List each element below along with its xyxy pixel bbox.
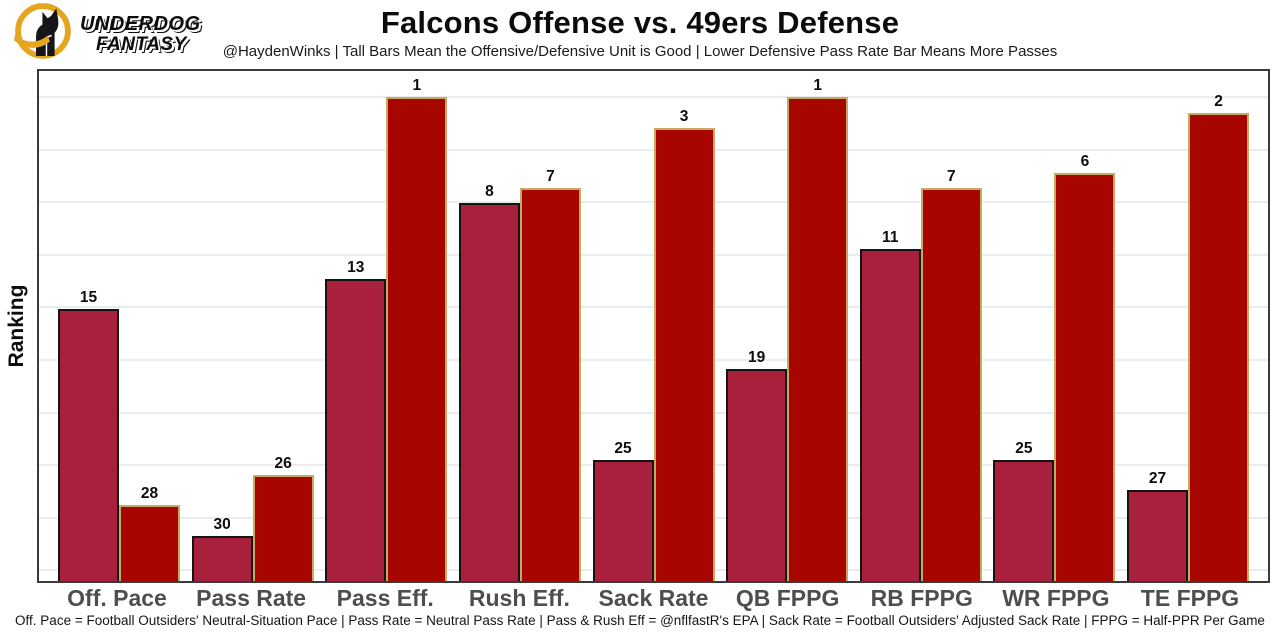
bar-group-off-pace: 15 28: [58, 71, 180, 581]
defense-bar-value-pass-rate: 26: [274, 455, 292, 473]
x-axis-tick-labels: Off. Pace Pass Rate Pass Eff. Rush Eff. Sack…: [37, 585, 1270, 612]
offense-bar-value-qb-fppg: 19: [748, 349, 766, 367]
defense-bar-pass-rate: 26: [252, 455, 314, 581]
underdog-fantasy-logo: UNDERDOG FANTASY: [14, 2, 201, 60]
offense-bar-sack-rate: 25: [592, 440, 654, 581]
defense-bar-wr-fppg: 6: [1054, 153, 1116, 581]
defense-bar-off-pace: 28: [119, 485, 180, 581]
defense-bar-value-te-fppg: 2: [1214, 92, 1223, 110]
offense-bar-value-te-fppg: 27: [1148, 470, 1167, 488]
underdog-dog-icon: [14, 3, 71, 59]
bar-group-qb-fppg: 19 1: [726, 71, 849, 581]
bar-group-rb-fppg: 11 7: [859, 71, 982, 581]
offense-bar-value-pass-eff: 13: [347, 258, 365, 276]
defense-bar-pass-eff: 1: [386, 77, 448, 581]
defense-bar-value-rb-fppg: 7: [946, 168, 956, 186]
y-axis-label: Ranking: [5, 284, 28, 368]
x-tick-sack-rate: Sack Rate: [598, 585, 709, 611]
offense-bar-value-sack-rate: 25: [614, 440, 632, 458]
defense-bar-rush-eff: 7: [519, 168, 581, 581]
defense-bar-te-fppg: 2: [1188, 93, 1249, 581]
offense-bar-qb-fppg: 19: [726, 349, 788, 581]
x-tick-qb-fppg: QB FPPG: [735, 585, 840, 611]
chart-title: Falcons Offense vs. 49ers Defense: [380, 5, 900, 40]
bar-group-wr-fppg: 25 6: [993, 71, 1116, 581]
offense-bar-off-pace: 15: [58, 289, 119, 581]
offense-bar-pass-eff: 13: [325, 259, 387, 581]
defense-bar-value-wr-fppg: 6: [1080, 153, 1090, 170]
offense-bar-value-wr-fppg: 25: [1015, 440, 1033, 458]
bar-group-sack-rate: 25 3: [592, 71, 715, 581]
x-tick-rb-fppg: RB FPPG: [870, 585, 973, 611]
offense-bar-rb-fppg: 11: [859, 229, 921, 581]
x-tick-rush-eff: Rush Eff.: [468, 585, 570, 611]
defense-bar-value-off-pace: 28: [140, 485, 159, 503]
bar-series-container: 15 28 30 26 13 1 8 7 25 3 19 1 11 7 25 6 27 2: [39, 71, 1268, 581]
bar-group-te-fppg: 27 2: [1127, 71, 1249, 581]
offense-bar-rush-eff: 8: [458, 183, 520, 581]
brand-line-2: FANTASY: [96, 33, 187, 55]
bar-group-pass-rate: 30 26: [191, 71, 314, 581]
x-tick-wr-fppg: WR FPPG: [1002, 585, 1110, 611]
gridline: [39, 96, 1268, 98]
defense-bar-rb-fppg: 7: [920, 168, 982, 581]
offense-bar-value-pass-rate: 30: [213, 515, 231, 533]
brand-wordmark: UNDERDOG FANTASY: [80, 12, 201, 55]
defense-bar-value-sack-rate: 3: [679, 107, 689, 125]
defense-bar-sack-rate: 3: [653, 108, 715, 581]
x-tick-pass-rate: Pass Rate: [196, 585, 307, 611]
bar-group-pass-eff: 13 1: [325, 71, 448, 581]
offense-bar-wr-fppg: 25: [993, 440, 1055, 581]
defense-bar-value-qb-fppg: 1: [813, 77, 822, 95]
defense-bar-value-rush-eff: 7: [546, 168, 555, 186]
chart-subtitle: @HaydenWinks | Tall Bars Mean the Offens…: [222, 43, 1058, 60]
plot-area: 15 28 30 26 13 1 8 7 25 3 19 1 11 7 25 6 27 2: [37, 69, 1270, 583]
x-tick-te-fppg: TE FPPG: [1140, 585, 1240, 611]
offense-bar-te-fppg: 27: [1127, 470, 1188, 581]
offense-bar-pass-rate: 30: [191, 516, 253, 581]
footnote: Off. Pace = Football Outsiders' Neutral-…: [15, 613, 1265, 628]
defense-bar-value-pass-eff: 1: [412, 77, 422, 95]
brand-line-1: UNDERDOG: [80, 12, 201, 35]
offense-bar-value-rush-eff: 8: [485, 183, 494, 201]
offense-bar-value-off-pace: 15: [79, 289, 98, 306]
x-tick-off-pace: Off. Pace: [67, 585, 167, 611]
offense-bar-value-rb-fppg: 11: [882, 228, 899, 246]
x-tick-pass-eff: Pass Eff.: [336, 585, 434, 611]
defense-bar-qb-fppg: 1: [787, 77, 849, 581]
